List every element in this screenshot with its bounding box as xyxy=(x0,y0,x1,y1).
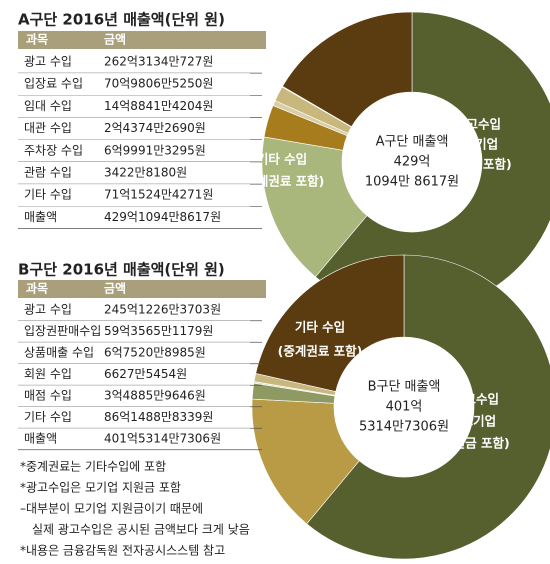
row-category: 기타 수입 xyxy=(24,188,72,202)
table-header xyxy=(18,31,266,49)
column-header: 과목 xyxy=(26,32,48,47)
footnote: *중계권료는 기타수입에 포함 xyxy=(20,460,166,474)
column-header: 금액 xyxy=(104,282,126,296)
row-value: 2억4374만2690원 xyxy=(104,121,206,135)
row-value: 6627만5454원 xyxy=(104,367,187,381)
footnote: –대부분이 모기업 지원금이기 때문에 xyxy=(20,502,203,516)
center-label: B구단 매출액 xyxy=(368,380,441,395)
center-label: 5314만7306원 xyxy=(359,420,449,435)
donut-slice xyxy=(282,11,413,128)
table-row xyxy=(18,299,250,321)
table-row xyxy=(18,117,250,140)
table-row xyxy=(18,406,250,429)
table-row xyxy=(18,184,250,207)
slice-annotation: 광고수입 xyxy=(453,392,499,407)
row-value: 429억1094만8617원 xyxy=(104,210,221,224)
table-title: B구단 2016년 매출액(단위 원) xyxy=(18,261,225,279)
table-row xyxy=(18,428,250,450)
table-row xyxy=(18,73,250,96)
slice-annotation: (중계권료 포함) xyxy=(240,174,325,189)
center-label: 1094만 8617원 xyxy=(365,175,459,190)
slice-annotation: (모기업 xyxy=(458,137,498,152)
slice-annotation: 지원금 포함) xyxy=(442,436,510,451)
table-row xyxy=(18,50,250,74)
table-row xyxy=(18,206,250,229)
donut-slice xyxy=(255,254,405,392)
row-category: 매출액 xyxy=(24,210,57,224)
slice-annotation: 광고수입 xyxy=(455,117,501,132)
slice-annotation: (모기업 xyxy=(456,414,496,429)
row-category: 광고 수입 xyxy=(24,55,72,69)
slice-annotation: 기타 수입 xyxy=(295,320,345,335)
slice-annotation: 지원금 포함) xyxy=(444,157,512,172)
row-value: 245억1226만3703원 xyxy=(104,303,221,317)
row-value: 401억5314만7306원 xyxy=(104,432,221,446)
table-row xyxy=(18,320,250,343)
table-row xyxy=(18,95,250,118)
row-category: 매점 수입 xyxy=(24,389,72,403)
column-header: 금액 xyxy=(104,33,126,47)
row-value: 86억1488만8339원 xyxy=(104,410,213,424)
row-value: 6억7520만8985원 xyxy=(104,346,206,360)
donut-slice xyxy=(306,254,550,560)
table-row xyxy=(18,363,250,386)
row-value: 14억8841만4204원 xyxy=(104,99,213,113)
table-row xyxy=(18,139,250,162)
row-category: 회원 수입 xyxy=(24,367,72,381)
center-label: 429억 xyxy=(394,155,431,170)
row-category: 매출액 xyxy=(24,432,57,446)
table-row xyxy=(18,161,250,185)
row-value: 262억3134만727원 xyxy=(104,55,213,69)
footnote: *광고수입은 모기업 지원금 포함 xyxy=(20,481,181,495)
row-value: 71억1524만4271원 xyxy=(104,188,213,202)
row-category: 입장권판매수입 xyxy=(24,324,101,338)
slice-annotation: (중계권료 포함) xyxy=(278,344,363,359)
table-row xyxy=(18,342,250,364)
row-category: 주차장 수입 xyxy=(24,143,83,157)
center-label: A구단 매출액 xyxy=(376,135,449,150)
row-value: 70억9806만5250원 xyxy=(104,77,213,91)
row-value: 6억9991만3295원 xyxy=(104,143,206,157)
column-header: 과목 xyxy=(26,281,48,296)
row-category: 입장료 수입 xyxy=(24,77,83,91)
row-category: 대관 수입 xyxy=(24,121,72,135)
center-label: 401억 xyxy=(386,400,423,415)
row-value: 59억3565만1179원 xyxy=(104,324,213,338)
row-category: 임대 수입 xyxy=(24,99,72,113)
footnote: 실제 광고수입은 공시된 금액보다 크게 낮음 xyxy=(32,523,250,537)
footnote: *내용은 금융감독원 전자공시스스템 참고 xyxy=(20,544,225,558)
table-title: A구단 2016년 매출액(단위 원) xyxy=(18,11,225,29)
slice-annotation: 기타 수입 xyxy=(257,152,307,167)
row-category: 광고 수입 xyxy=(24,303,72,317)
row-category: 관람 수입 xyxy=(24,166,72,180)
row-category: 상품매출 수입 xyxy=(24,346,94,360)
donut-slice xyxy=(261,136,368,278)
table-header xyxy=(18,280,266,298)
table-row xyxy=(18,385,250,407)
row-value: 3억4885만9646원 xyxy=(104,389,206,403)
row-value: 3422만8180원 xyxy=(104,166,187,180)
row-category: 기타 수입 xyxy=(24,410,72,424)
